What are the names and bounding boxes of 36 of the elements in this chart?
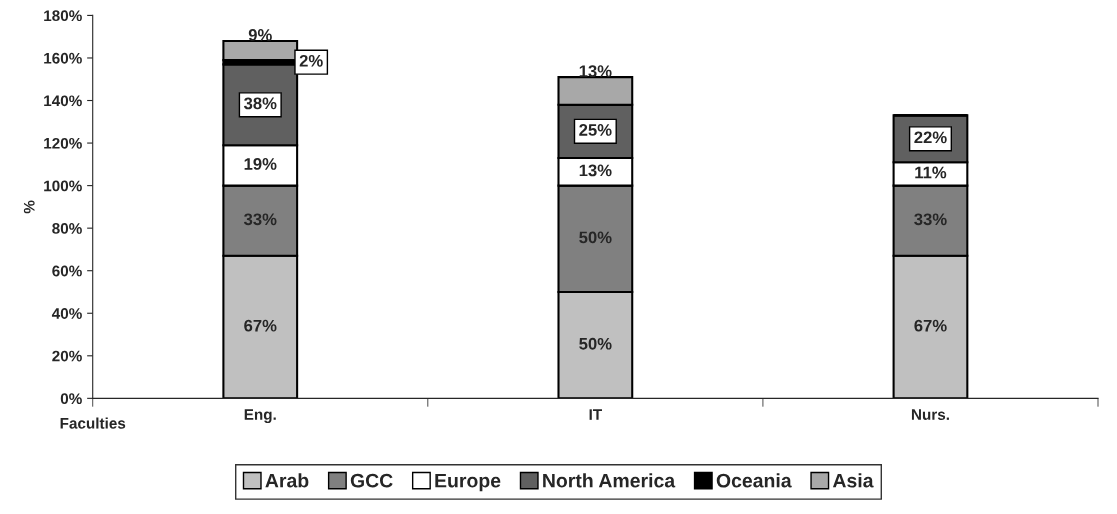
y-tick-label: 120% xyxy=(44,137,82,149)
y-tick-label: 40% xyxy=(51,308,82,319)
data-label: 50% xyxy=(579,337,612,350)
data-label: 13% xyxy=(579,65,612,78)
data-label: 19% xyxy=(244,158,277,170)
x-tick-label: Eng. xyxy=(244,409,276,424)
legend-label: Oceania xyxy=(716,473,792,488)
data-label: 50% xyxy=(579,231,612,244)
x-axis-title: Faculties xyxy=(60,417,126,429)
data-label: 33% xyxy=(914,213,947,226)
data-label: 67% xyxy=(244,319,277,332)
data-label: 13% xyxy=(579,164,612,177)
x-tick-label: Nurs. xyxy=(911,409,949,420)
data-label: 2% xyxy=(299,54,323,67)
y-tick-label: 180% xyxy=(44,10,82,22)
y-tick-label: 100% xyxy=(44,180,82,192)
y-tick-label: 160% xyxy=(44,52,82,64)
data-label: 25% xyxy=(579,124,612,136)
y-tick-label: 60% xyxy=(52,265,82,277)
legend-label: Arab xyxy=(265,473,309,488)
y-tick-label: 80% xyxy=(52,223,82,234)
data-label: 38% xyxy=(243,97,277,110)
legend-label: Asia xyxy=(832,473,874,488)
y-axis-title: % xyxy=(23,200,35,214)
data-label: 33% xyxy=(243,213,277,226)
data-label: 9% xyxy=(248,29,272,41)
legend-label: North America xyxy=(543,473,676,488)
x-tick-label: IT xyxy=(589,409,602,420)
y-tick-label: 140% xyxy=(44,95,82,107)
legend-label: Europe xyxy=(435,473,501,492)
y-tick-label: 0% xyxy=(60,393,82,405)
data-label: 22% xyxy=(914,131,947,144)
data-label: 11% xyxy=(915,166,947,179)
y-tick-label: 20% xyxy=(52,350,82,362)
data-label: 67% xyxy=(914,319,947,332)
legend-label: GCC xyxy=(350,473,393,488)
